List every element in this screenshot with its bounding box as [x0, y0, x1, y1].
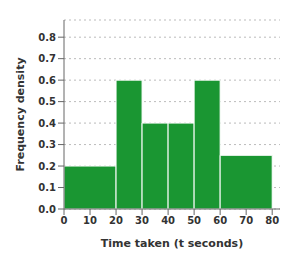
svg-text:0.7: 0.7 [38, 53, 56, 64]
svg-text:0.1: 0.1 [38, 182, 56, 193]
svg-text:70: 70 [239, 215, 253, 226]
svg-text:0.5: 0.5 [38, 96, 56, 107]
svg-text:0: 0 [61, 215, 68, 226]
svg-text:0.4: 0.4 [38, 118, 56, 129]
svg-text:Time taken (t seconds): Time taken (t seconds) [101, 237, 243, 250]
svg-text:40: 40 [161, 215, 175, 226]
svg-text:Frequency density: Frequency density [14, 57, 27, 171]
svg-text:60: 60 [213, 215, 227, 226]
svg-text:80: 80 [265, 215, 279, 226]
svg-text:50: 50 [187, 215, 201, 226]
svg-text:20: 20 [109, 215, 123, 226]
svg-text:10: 10 [83, 215, 97, 226]
svg-text:0.0: 0.0 [38, 204, 56, 215]
svg-text:30: 30 [135, 215, 149, 226]
svg-text:0.3: 0.3 [38, 139, 56, 150]
svg-text:0.8: 0.8 [38, 32, 56, 43]
svg-text:0.6: 0.6 [38, 75, 56, 86]
svg-text:0.2: 0.2 [38, 161, 56, 172]
